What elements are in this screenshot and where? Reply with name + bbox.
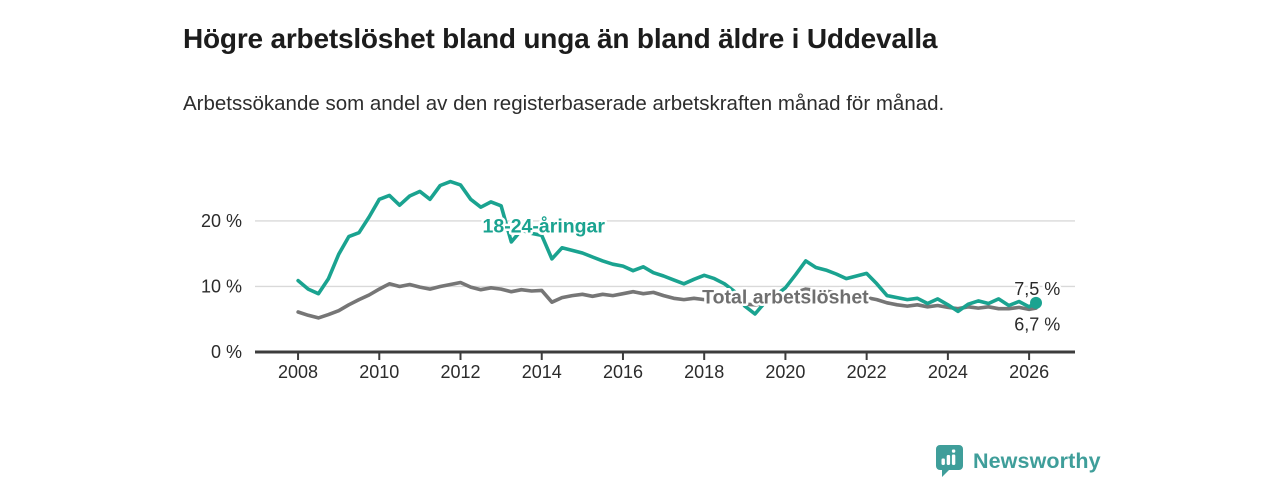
x-axis-tick-label: 2024: [928, 362, 968, 382]
total-end-value-label: 6,7 %: [1014, 314, 1060, 334]
x-axis-tick-label: 2022: [847, 362, 887, 382]
young-end-value-label: 7,5 %: [1014, 279, 1060, 299]
total-series-label: Total arbetslöshet: [702, 286, 869, 308]
x-axis-tick-label: 2014: [522, 362, 562, 382]
chart-subtitle: Arbetssökande som andel av den registerb…: [183, 91, 945, 115]
young-series-label: 18-24-åringar: [483, 215, 606, 238]
line-total-arbetsloshet: [296, 280, 1038, 320]
x-axis-tick-label: 2026: [1009, 362, 1049, 382]
x-axis-tick-label: 2020: [765, 362, 805, 382]
bar-chart-speech-bubble-icon: [936, 444, 963, 478]
x-axis-tick-label: 2008: [278, 362, 318, 382]
x-axis-tick-label: 2010: [359, 362, 399, 382]
end-dot-18-24-aringar: [1030, 296, 1043, 309]
chart-title: Högre arbetslöshet bland unga än bland ä…: [183, 22, 938, 54]
newsworthy-logo: Newsworthy: [936, 443, 1101, 479]
x-axis-tick-label: 2016: [603, 362, 643, 382]
line-18-24-aringar: [296, 179, 1038, 316]
x-axis-tick-label: 2012: [440, 362, 480, 382]
brand-name: Newsworthy: [973, 448, 1101, 473]
line-chart: 2008 2010 2012 2014 2016 2018 2020 2022 2024 2026…: [201, 179, 1075, 382]
y-axis-tick-label: 0 %: [211, 342, 242, 362]
x-axis-tick-label: 2018: [684, 362, 724, 382]
y-axis-tick-label: 10 %: [201, 276, 242, 296]
y-axis-tick-label: 20 %: [201, 211, 242, 231]
